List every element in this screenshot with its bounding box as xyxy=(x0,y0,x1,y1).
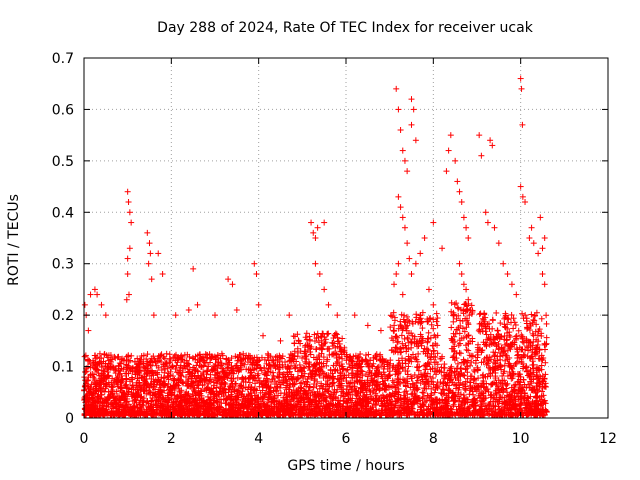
data-point xyxy=(116,371,123,378)
data-point xyxy=(414,364,421,371)
data-point xyxy=(311,331,318,338)
data-point xyxy=(543,334,550,341)
data-point xyxy=(451,301,458,308)
data-point xyxy=(370,354,377,361)
data-point xyxy=(391,322,398,329)
data-point xyxy=(423,397,430,404)
data-point xyxy=(434,322,441,329)
data-point xyxy=(543,320,550,327)
data-point xyxy=(457,350,464,357)
data-point xyxy=(538,315,545,322)
data-point xyxy=(524,325,531,332)
data-point xyxy=(466,391,473,398)
data-point xyxy=(291,348,298,355)
data-point xyxy=(507,333,514,340)
data-point xyxy=(404,335,411,342)
data-point xyxy=(314,330,321,337)
data-point xyxy=(265,357,272,364)
data-point xyxy=(82,368,89,375)
data-point xyxy=(433,310,440,317)
data-point xyxy=(95,370,102,377)
data-point xyxy=(515,327,522,334)
data-point xyxy=(399,340,406,347)
data-point xyxy=(528,311,535,318)
data-point xyxy=(404,322,411,329)
data-point xyxy=(523,315,530,322)
data-point xyxy=(306,337,313,344)
data-point xyxy=(128,352,135,359)
data-point xyxy=(431,389,438,396)
data-point xyxy=(451,398,458,405)
data-point xyxy=(81,353,88,360)
data-point xyxy=(519,310,526,317)
chart-title: Day 288 of 2024, Rate Of TEC Index for r… xyxy=(157,20,534,36)
data-point xyxy=(390,309,397,316)
data-point xyxy=(324,331,331,338)
data-point xyxy=(466,352,473,359)
data-point xyxy=(468,359,475,366)
data-point xyxy=(153,362,160,369)
data-point xyxy=(415,367,422,374)
data-point xyxy=(427,334,434,341)
data-point xyxy=(326,351,333,358)
data-point xyxy=(542,341,549,348)
data-point xyxy=(494,327,501,334)
data-point xyxy=(497,320,504,327)
data-point xyxy=(476,311,483,318)
data-point xyxy=(543,312,550,319)
data-point xyxy=(523,343,530,350)
data-point xyxy=(403,323,410,330)
data-point xyxy=(513,332,520,339)
data-point xyxy=(542,383,549,390)
data-point xyxy=(512,321,519,328)
data-point xyxy=(234,374,241,381)
data-point xyxy=(541,346,548,353)
data-point xyxy=(455,342,462,349)
data-point xyxy=(538,332,545,339)
data-point xyxy=(430,325,437,332)
data-point xyxy=(463,346,470,353)
data-point xyxy=(325,330,332,337)
data-point xyxy=(463,324,470,331)
data-point xyxy=(279,364,286,371)
data-point xyxy=(298,379,305,386)
data-point xyxy=(298,372,305,379)
data-point xyxy=(320,354,327,361)
data-point xyxy=(501,368,508,375)
data-point xyxy=(448,324,455,331)
data-point xyxy=(398,348,405,355)
data-point xyxy=(313,346,320,353)
data-point xyxy=(116,360,123,367)
data-point xyxy=(454,360,461,367)
data-point xyxy=(415,350,422,357)
data-point xyxy=(510,325,517,332)
data-point xyxy=(428,321,435,328)
data-point xyxy=(419,402,426,409)
data-point xyxy=(434,315,441,322)
data-point xyxy=(533,350,540,357)
data-point xyxy=(493,309,500,316)
data-point xyxy=(144,351,151,358)
data-point xyxy=(472,380,479,387)
data-point xyxy=(387,324,394,331)
data-point xyxy=(489,325,496,332)
data-point xyxy=(465,347,472,354)
data-point xyxy=(503,340,510,347)
data-point xyxy=(530,316,537,323)
data-points xyxy=(81,75,550,419)
data-point xyxy=(489,317,496,324)
data-point xyxy=(475,375,482,382)
data-point xyxy=(430,375,437,382)
data-point xyxy=(405,363,412,370)
data-point xyxy=(390,327,397,334)
data-point xyxy=(461,372,468,379)
data-point xyxy=(450,318,457,325)
data-point xyxy=(472,357,479,364)
data-point xyxy=(425,329,432,336)
